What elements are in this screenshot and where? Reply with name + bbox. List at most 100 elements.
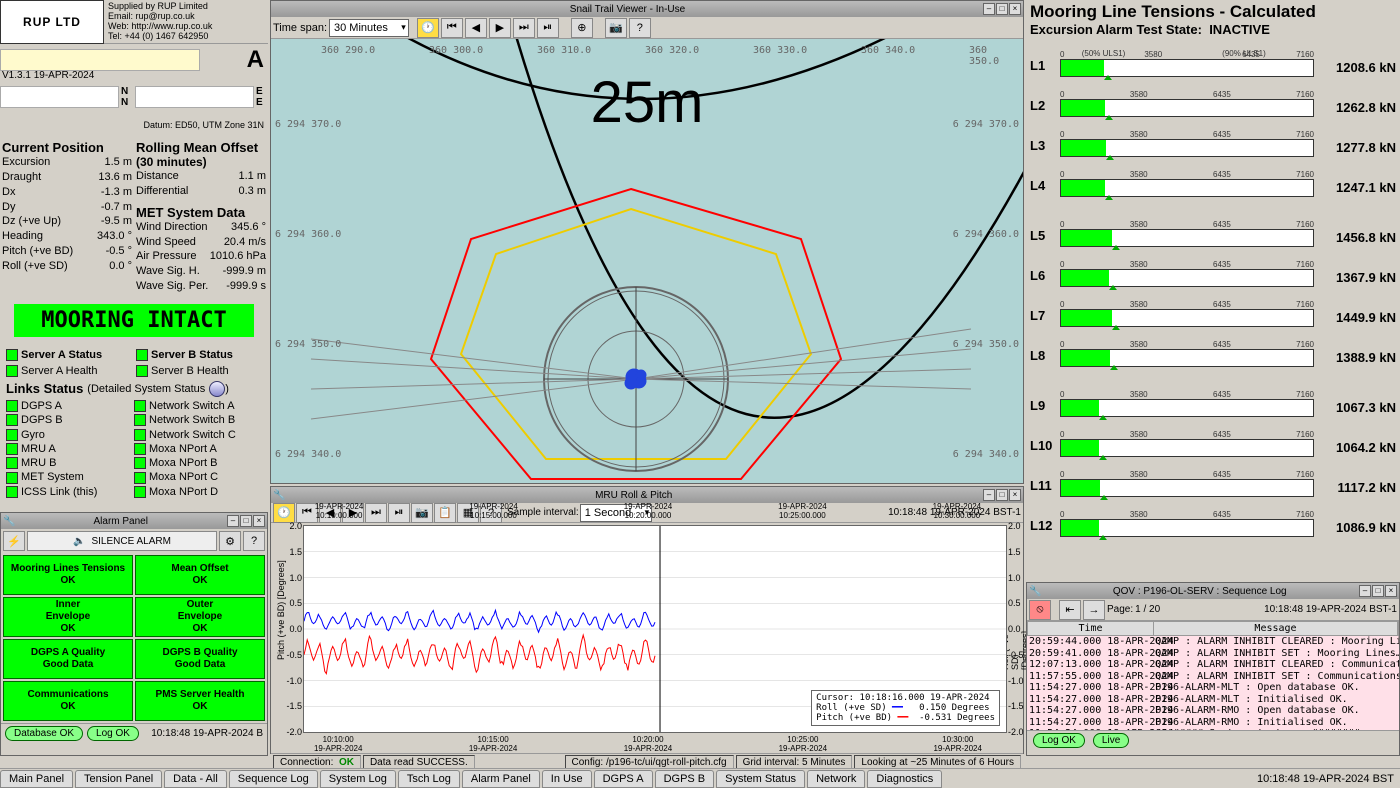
mru-x-tick: 10:25:0019-APR-2024 xyxy=(779,735,827,753)
camera-button[interactable]: 📷 xyxy=(411,503,433,523)
tension-line-label: L1 xyxy=(1030,58,1060,77)
link-item: Network Switch A xyxy=(134,399,262,413)
seqlog-titlebar[interactable]: 🔧QOV : P196-OL-SERV : Sequence Log – □ × xyxy=(1027,583,1399,599)
close-button[interactable]: × xyxy=(1009,3,1021,15)
seqlog-row[interactable]: 11:54:27.000 18-APR-2024P196-ALARM-MLT :… xyxy=(1027,694,1399,706)
config-button[interactable]: ⚙ xyxy=(219,531,241,551)
help-button[interactable]: ? xyxy=(629,18,651,38)
bottom-tab[interactable]: DGPS B xyxy=(655,770,715,788)
play-button[interactable]: ▶ xyxy=(489,18,511,38)
alarm-cell[interactable]: Mean OffsetOK xyxy=(135,555,265,595)
seqlog-row[interactable]: 11:54:27.000 18-APR-2024P196-ALARM-MLT :… xyxy=(1027,682,1399,694)
alarm-cell[interactable]: PMS Server HealthOK xyxy=(135,681,265,721)
server-b-status: Server B Status xyxy=(136,349,262,361)
alarm-cell[interactable]: DGPS A Quality Good Data xyxy=(3,639,133,679)
bottom-tab[interactable]: Tension Panel xyxy=(75,770,162,788)
mru-window: 🔧MRU Roll & Pitch – □ × 🕐 ⏮ ◀ ▶ ⏭ ⏯ 📷 📋 … xyxy=(270,486,1024,754)
alarm-cell[interactable]: DGPS B Quality Good Data xyxy=(135,639,265,679)
clock-button[interactable]: 🕐 xyxy=(417,18,439,38)
alarm-cell[interactable]: Inner EnvelopeOK xyxy=(3,597,133,637)
tension-line-row: L203580643571601262.8 kN xyxy=(1030,79,1396,117)
alarm-cell[interactable]: Outer EnvelopeOK xyxy=(135,597,265,637)
tension-line-label: L6 xyxy=(1030,268,1060,287)
bottom-tab[interactable]: System Log xyxy=(320,770,396,788)
mru-chart[interactable]: 2.01.51.00.50.0-0.5-1.0-1.5-2.0 2.01.51.… xyxy=(303,525,1007,733)
seqlog-row[interactable]: 11:54:27.000 18-APR-2024P196-ALARM-RMO :… xyxy=(1027,705,1399,717)
snail-y-tick: 6 294 340.0 xyxy=(953,449,1019,460)
bottom-tab[interactable]: DGPS A xyxy=(594,770,653,788)
ack-all-button[interactable]: ⚡ xyxy=(3,531,25,551)
silence-alarm-button[interactable]: 🔈 SILENCE ALARM xyxy=(27,531,217,551)
bottom-tab[interactable]: Tsch Log xyxy=(398,770,460,788)
close-button[interactable]: × xyxy=(1385,585,1397,597)
mru-y-tick: 2.0 xyxy=(289,521,302,531)
maximize-button[interactable]: □ xyxy=(996,489,1008,501)
tension-value: 1086.9 kN xyxy=(1314,520,1396,537)
seqlog-row[interactable]: 12:07:13.000 18-APR-2024QAMP : ALARM INH… xyxy=(1027,659,1399,671)
minimize-button[interactable]: – xyxy=(227,515,239,527)
close-button[interactable]: × xyxy=(253,515,265,527)
link-item: DGPS B xyxy=(6,413,134,427)
stop-button[interactable]: ⦸ xyxy=(1029,600,1051,620)
help-button[interactable]: ? xyxy=(243,531,265,551)
seqlog-clock: 10:18:48 19-APR-2024 BST-1 xyxy=(1264,604,1397,615)
timespan-combo[interactable]: 30 Minutes xyxy=(329,19,409,37)
alarm-state-label: Excursion Alarm Test State: xyxy=(1030,22,1202,37)
camera-button[interactable]: 📷 xyxy=(605,18,627,38)
last-button[interactable]: ⏯ xyxy=(388,503,410,523)
tension-bar xyxy=(1060,229,1314,247)
bottom-tab[interactable]: Main Panel xyxy=(0,770,73,788)
last-button[interactable]: ⏯ xyxy=(537,18,559,38)
next-button[interactable]: ⏭ xyxy=(365,503,387,523)
clock-button[interactable]: 🕐 xyxy=(273,503,295,523)
alarm-cell[interactable]: Mooring Lines TensionsOK xyxy=(3,555,133,595)
met-header: MET System Data xyxy=(136,205,266,220)
snail-titlebar[interactable]: Snail Trail Viewer - In-Use – □ × xyxy=(271,1,1023,17)
prev-button[interactable]: ◀ xyxy=(465,18,487,38)
first-button[interactable]: ⏮ xyxy=(441,18,463,38)
northing-field xyxy=(0,86,119,108)
snail-y-tick: 6 294 360.0 xyxy=(953,229,1019,240)
minimize-button[interactable]: – xyxy=(1359,585,1371,597)
page-value: 1 / 20 xyxy=(1135,604,1160,615)
maximize-button[interactable]: □ xyxy=(240,515,252,527)
link-item: Moxa NPort D xyxy=(134,485,262,499)
timespan-label: Time span: xyxy=(273,22,327,34)
bottom-tab[interactable]: Alarm Panel xyxy=(462,770,540,788)
seqlog-row[interactable]: 11:54:24.000 18-APR-2024######## System … xyxy=(1027,728,1399,730)
tension-bar xyxy=(1060,269,1314,287)
system-status-button[interactable] xyxy=(209,381,225,397)
bottom-tab[interactable]: In Use xyxy=(542,770,592,788)
tension-line-row: L1003580643571601064.2 kN xyxy=(1030,419,1396,457)
snail-canvas[interactable]: 25m 6 294 370.06 294 360.06 294 350.06 2… xyxy=(271,39,1023,483)
next-page-button[interactable]: → xyxy=(1083,600,1105,620)
alarm-cell[interactable]: CommunicationsOK xyxy=(3,681,133,721)
copy-button[interactable]: 📋 xyxy=(434,503,456,523)
first-page-button[interactable]: ⇤ xyxy=(1059,600,1081,620)
bottom-tab[interactable]: Data - All xyxy=(164,770,227,788)
maximize-button[interactable]: □ xyxy=(996,3,1008,15)
alarm-titlebar[interactable]: 🔧Alarm Panel – □ × xyxy=(1,513,267,529)
bottom-tab[interactable]: System Status xyxy=(716,770,805,788)
mru-titlebar[interactable]: 🔧MRU Roll & Pitch – □ × xyxy=(271,487,1023,503)
snail-y-tick: 6 294 350.0 xyxy=(953,339,1019,350)
bottom-tab[interactable]: Sequence Log xyxy=(229,770,318,788)
maximize-button[interactable]: □ xyxy=(1372,585,1384,597)
close-button[interactable]: × xyxy=(1009,489,1021,501)
page-label: Page: xyxy=(1107,604,1133,615)
seqlog-row[interactable]: 11:54:27.000 18-APR-2024P196-ALARM-RMO :… xyxy=(1027,717,1399,729)
minimize-button[interactable]: – xyxy=(983,3,995,15)
minimize-button[interactable]: – xyxy=(983,489,995,501)
seqlog-row[interactable]: 20:59:44.000 18-APR-2024QAMP : ALARM INH… xyxy=(1027,636,1399,648)
bottom-tab[interactable]: Diagnostics xyxy=(867,770,942,788)
seqlog-row[interactable]: 11:57:55.000 18-APR-2024QAMP : ALARM INH… xyxy=(1027,671,1399,683)
mru-y-tick: 1.5 xyxy=(289,547,302,557)
next-button[interactable]: ⏭ xyxy=(513,18,535,38)
mru-y-tick: -2.0 xyxy=(286,727,302,737)
tension-value: 1067.3 kN xyxy=(1314,400,1396,417)
seqlog-row[interactable]: 20:59:41.000 18-APR-2024QAMP : ALARM INH… xyxy=(1027,648,1399,660)
mru-x-tick: 10:10:0019-APR-2024 xyxy=(314,735,362,753)
met-row: Wave Sig. Per.-999.9 s xyxy=(136,279,266,294)
target-button[interactable]: ⊕ xyxy=(571,18,593,38)
bottom-tab[interactable]: Network xyxy=(807,770,865,788)
